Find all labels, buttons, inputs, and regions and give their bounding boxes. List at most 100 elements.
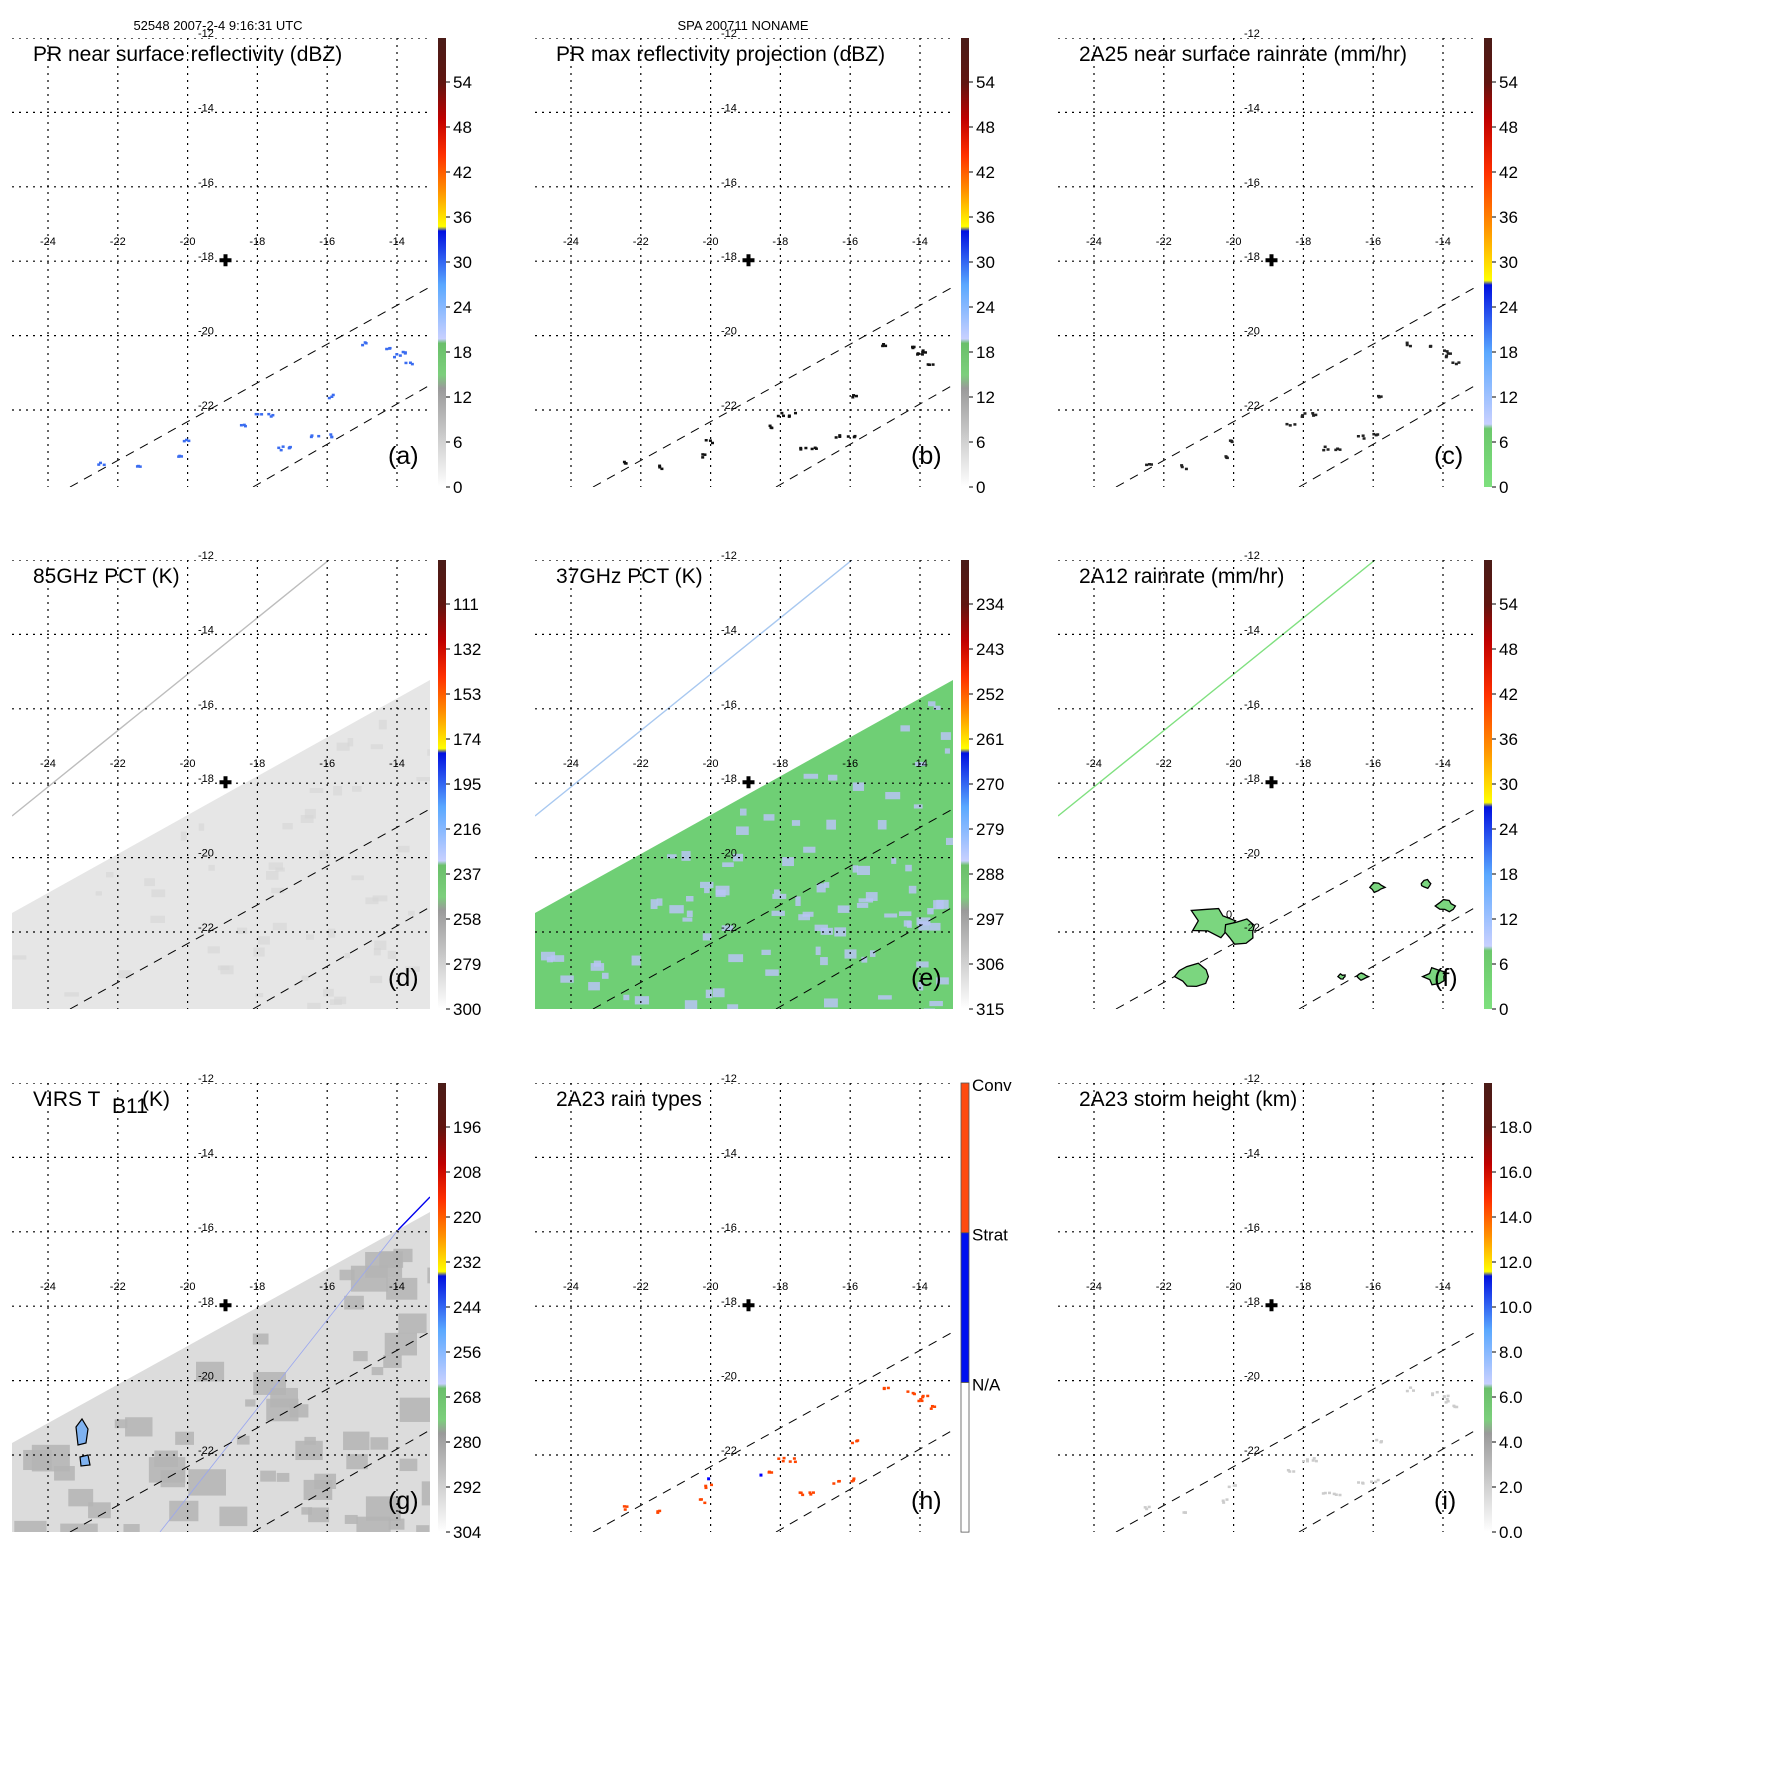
- swath-pixel: [702, 933, 712, 941]
- swath-pixel: [761, 949, 771, 956]
- swath-fill: [12, 680, 430, 1009]
- swath-pixel: [803, 773, 819, 779]
- swath-pixel: [373, 947, 381, 956]
- swath-pixel: [416, 1525, 430, 1532]
- rain-pixel: [1370, 1480, 1374, 1483]
- rain-pixel: [799, 446, 803, 450]
- colorbar-tick-label: 216: [453, 820, 481, 839]
- lat-tick-label: -16: [198, 177, 214, 189]
- lon-tick-label: -18: [249, 758, 265, 770]
- rain-pixel: [1314, 413, 1318, 417]
- rain-pixel: [658, 466, 662, 469]
- swath-pixel: [265, 871, 279, 880]
- lat-tick-label: -20: [721, 848, 737, 860]
- lon-tick-label: -24: [1086, 236, 1102, 248]
- swath-pixel: [365, 897, 379, 905]
- map-area: [1058, 38, 1476, 487]
- swath-pixel: [416, 777, 430, 782]
- rain-pixel: [906, 1390, 910, 1393]
- rain-contour: [1356, 972, 1371, 981]
- swath-pixel: [123, 1524, 140, 1532]
- rain-pixel: [788, 1460, 792, 1463]
- swath-pixel: [314, 1473, 337, 1489]
- lat-tick-label: -18: [1244, 251, 1260, 263]
- rain-pixel: [1184, 467, 1188, 471]
- rain-pixel: [912, 1392, 916, 1396]
- lon-tick-label: -14: [389, 1281, 405, 1293]
- rain-contour: [1420, 966, 1447, 986]
- colorbar-tick-label: 279: [976, 820, 1004, 839]
- rain-pixel: [792, 1457, 796, 1460]
- rain-pixel: [852, 1477, 856, 1480]
- swath-pixel: [207, 946, 220, 954]
- rain-pixel: [1328, 1491, 1332, 1495]
- colorbar-tick-label: 14.0: [1499, 1208, 1532, 1227]
- pr-swath-edge: [252, 906, 430, 1009]
- swath-pixel: [407, 910, 415, 916]
- lat-tick-label: -16: [198, 699, 214, 711]
- swath-pixel: [815, 946, 821, 956]
- orbit-track-line: [397, 1196, 430, 1231]
- colorbar-tick-label: 18.0: [1499, 1118, 1532, 1137]
- swath-pixel: [739, 808, 747, 816]
- rain-pixel: [271, 413, 275, 417]
- rain-pixel: [1233, 1484, 1237, 1487]
- panel-title: 2A12 rainrate (mm/hr): [1079, 565, 1284, 588]
- colorbar-tick-label: 270: [976, 775, 1004, 794]
- rain-pixel: [882, 342, 886, 346]
- colorbar-tick-label: 196: [453, 1118, 481, 1137]
- colorbar-tick-label: 54: [1499, 595, 1518, 614]
- swath-pixel: [117, 970, 132, 979]
- swath-pixel: [365, 1496, 401, 1521]
- rain-pixel: [330, 395, 334, 398]
- rain-pixel: [185, 438, 189, 442]
- lon-tick-label: -22: [110, 1281, 126, 1293]
- swath-pixel: [68, 1488, 94, 1507]
- swath-pixel: [308, 1507, 330, 1523]
- lon-tick-label: -24: [563, 236, 579, 248]
- lon-tick-label: -24: [40, 1281, 56, 1293]
- rain-contour: [1173, 962, 1210, 988]
- swath-pixel: [856, 902, 869, 908]
- swath-pixel: [686, 896, 694, 902]
- rain-pixel: [1314, 1459, 1318, 1463]
- panel-letter: (d): [388, 964, 419, 992]
- lat-tick-label: -18: [198, 251, 214, 263]
- rain-pixel: [1412, 1389, 1416, 1392]
- lat-tick-label: -14: [198, 1147, 214, 1159]
- rain-pixel: [881, 344, 885, 348]
- colorbar-tick-label: 6.0: [1499, 1388, 1523, 1407]
- rain-pixel: [1303, 412, 1307, 415]
- swath-pixel: [344, 1514, 358, 1524]
- rain-pixel: [1300, 415, 1304, 418]
- rain-pixel: [793, 1460, 797, 1464]
- rain-pixel: [398, 354, 402, 357]
- swath-pixel: [923, 1008, 936, 1009]
- rain-pixel: [1446, 1399, 1450, 1403]
- colorbar-tick-label: 30: [453, 253, 472, 272]
- colorbar-tick-label: 54: [976, 73, 995, 92]
- swath-pixel: [301, 1507, 313, 1515]
- colorbar-tick-label: 30: [1499, 253, 1518, 272]
- colorbar-tick-label: 24: [1499, 820, 1518, 839]
- lon-tick-label: -18: [1295, 236, 1311, 248]
- rain-pixel: [1445, 1397, 1449, 1401]
- rain-pixel: [838, 435, 842, 438]
- swath-pixel: [682, 917, 693, 922]
- rain-pixel: [1312, 1457, 1316, 1460]
- rain-pixel: [623, 1508, 627, 1511]
- colorbar-tick-label: 10.0: [1499, 1298, 1532, 1317]
- storm-center-plus-icon: [742, 776, 755, 789]
- colorbar-tick-label: 208: [453, 1163, 481, 1182]
- rain-pixel: [658, 464, 662, 468]
- rain-pixel: [1227, 1485, 1231, 1489]
- swath-pixel: [928, 701, 936, 707]
- colorbar: [1484, 38, 1492, 487]
- lon-tick-label: -22: [633, 758, 649, 770]
- colorbar-tick-label: 174: [453, 730, 481, 749]
- swath-pixel: [405, 966, 420, 973]
- colorbar-tick-label: 220: [453, 1208, 481, 1227]
- swath-pixel: [370, 744, 383, 750]
- title-subscript: B11: [112, 1095, 148, 1118]
- lat-tick-label: -16: [1244, 177, 1260, 189]
